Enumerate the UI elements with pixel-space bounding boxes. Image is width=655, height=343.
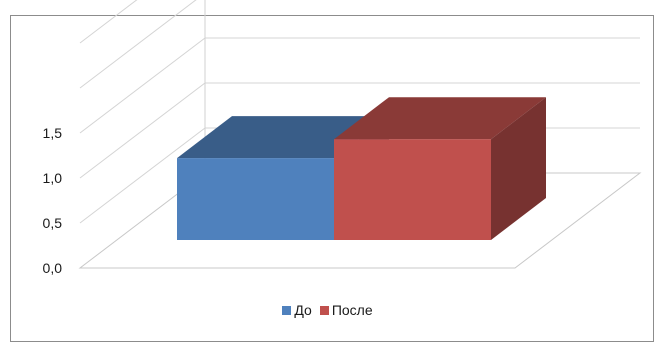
gridline-5: [79, 0, 138, 44]
y-tick-label-3: 1,5: [43, 125, 63, 141]
legend-item-series-2: После: [319, 302, 373, 318]
bars: [177, 97, 546, 240]
y-tick-label-1: 0,5: [43, 215, 63, 231]
bar-2-top: [334, 97, 546, 140]
legend-swatch-series-2: [319, 305, 329, 315]
gridline-2: [79, 82, 640, 179]
legend-swatch-series-1: [282, 305, 292, 315]
legend-label-series-1: До: [294, 302, 312, 318]
bar-2: [334, 97, 546, 240]
y-axis-ticks: 0,0 0,5 1,0 1,5: [43, 125, 63, 276]
legend-item-series-1: До: [282, 302, 312, 318]
bar-1-front: [177, 158, 334, 240]
bar-2-side: [491, 97, 546, 240]
y-tick-label-2: 1,0: [43, 170, 63, 186]
gridline-4: [79, 0, 197, 89]
y-tick-label-0: 0,0: [43, 260, 63, 276]
bar-2-front: [334, 139, 491, 240]
legend-label-series-2: После: [331, 302, 373, 318]
gridline-3: [79, 37, 640, 134]
legend: До После: [0, 302, 655, 318]
